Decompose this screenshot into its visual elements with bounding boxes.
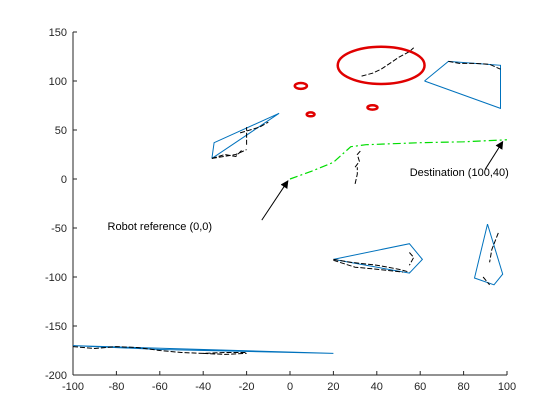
scan-segment (489, 232, 499, 263)
y-tick-label: -200 (45, 370, 67, 382)
annotation-arrow (261, 180, 289, 221)
scan-segment (448, 60, 501, 70)
highlight-ellipses (293, 45, 426, 118)
y-tick-label: 50 (55, 125, 67, 137)
annotation-arrow (484, 140, 504, 170)
scan-segment (72, 346, 247, 354)
x-tick-label: -40 (195, 381, 211, 393)
obstacle-outline (473, 223, 504, 286)
x-tick-label: 0 (287, 381, 293, 393)
scan-segments (72, 47, 501, 355)
obstacle-outline (424, 60, 501, 110)
scan-segment (211, 149, 247, 159)
y-tick-label: 150 (49, 27, 67, 39)
scan-segment (354, 167, 358, 185)
obstacle-outline (333, 243, 424, 274)
x-tick-label: -20 (239, 381, 255, 393)
scan-segment (203, 352, 247, 355)
x-tick-label: 80 (457, 381, 469, 393)
x-tick-label: 40 (371, 381, 383, 393)
axes: -100 -80 -60 -40 -20 0 20 40 60 80 100-200-150-100… (45, 27, 516, 393)
x-tick-label: -100 (62, 381, 84, 393)
scan-segment (354, 149, 362, 168)
highlight-ellipse (305, 111, 316, 118)
obstacle-outline (211, 112, 280, 159)
y-tick-label: 100 (49, 76, 67, 88)
y-tick-label: -50 (51, 223, 67, 235)
scan-segment (333, 258, 410, 273)
y-tick-label: -100 (45, 272, 67, 284)
highlight-ellipse (336, 45, 426, 86)
scan-segment (361, 47, 415, 77)
y-tick-label: -150 (45, 321, 67, 333)
x-tick-label: 20 (327, 381, 339, 393)
x-tick-label: 100 (498, 381, 516, 393)
x-tick-label: -80 (108, 381, 124, 393)
highlight-ellipse (366, 104, 379, 111)
scan-segment (408, 252, 415, 266)
y-tick-label: 0 (61, 174, 67, 186)
x-tick-label: 60 (414, 381, 426, 393)
scan-segment (482, 276, 490, 286)
annotation-label: Robot reference (0,0) (108, 221, 213, 233)
highlight-ellipse (293, 81, 309, 91)
scan-segment (333, 259, 403, 273)
scan-segment (239, 121, 269, 134)
x-tick-label: -60 (152, 381, 168, 393)
scan-segment (211, 149, 243, 159)
obstacle-outline (72, 345, 334, 354)
annotations: Robot reference (0,0) Destination (100,40… (108, 140, 509, 233)
annotation-label: Destination (100,40) (410, 167, 509, 179)
obstacle-outlines (72, 60, 504, 354)
